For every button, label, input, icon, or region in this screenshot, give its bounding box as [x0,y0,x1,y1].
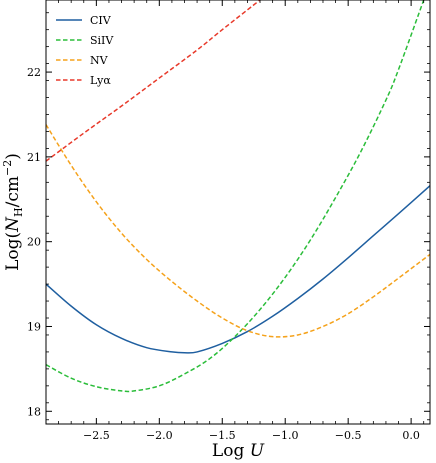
legend-label: Lyα [90,74,111,87]
y-tick-label: 21 [27,151,41,164]
series-line-civ [46,185,430,354]
x-tick-label: −1.0 [272,429,299,442]
x-tick-label: 0.0 [402,429,420,442]
legend: CIV SiIV NV Lyα [56,14,114,87]
legend-label: CIV [90,14,112,27]
series-line-siiv [46,0,425,393]
legend-label: NV [90,54,109,67]
x-tick-label: −2.0 [146,429,173,442]
x-axis-label: Log U [212,441,265,461]
x-tick-label: −2.5 [83,429,110,442]
y-tick-label: 18 [27,405,41,418]
series-line-ly- [46,0,261,162]
y-tick-label: 19 [27,320,41,333]
x-tick-label: −1.5 [209,429,236,442]
y-tick-label: 22 [27,66,41,79]
x-tick-label: −0.5 [335,429,362,442]
plot-frame [45,0,431,425]
series-line-nv [46,124,430,338]
y-tick-label: 20 [27,236,41,249]
legend-label: SiIV [90,34,114,47]
ticks-layer: −2.5 −2.0 −1.5 −1.0 −0.5 0.0 18 19 20 21 22 [27,0,430,442]
y-axis-label: Log(NH/cm−2) [1,153,25,271]
series-layer [46,0,430,393]
